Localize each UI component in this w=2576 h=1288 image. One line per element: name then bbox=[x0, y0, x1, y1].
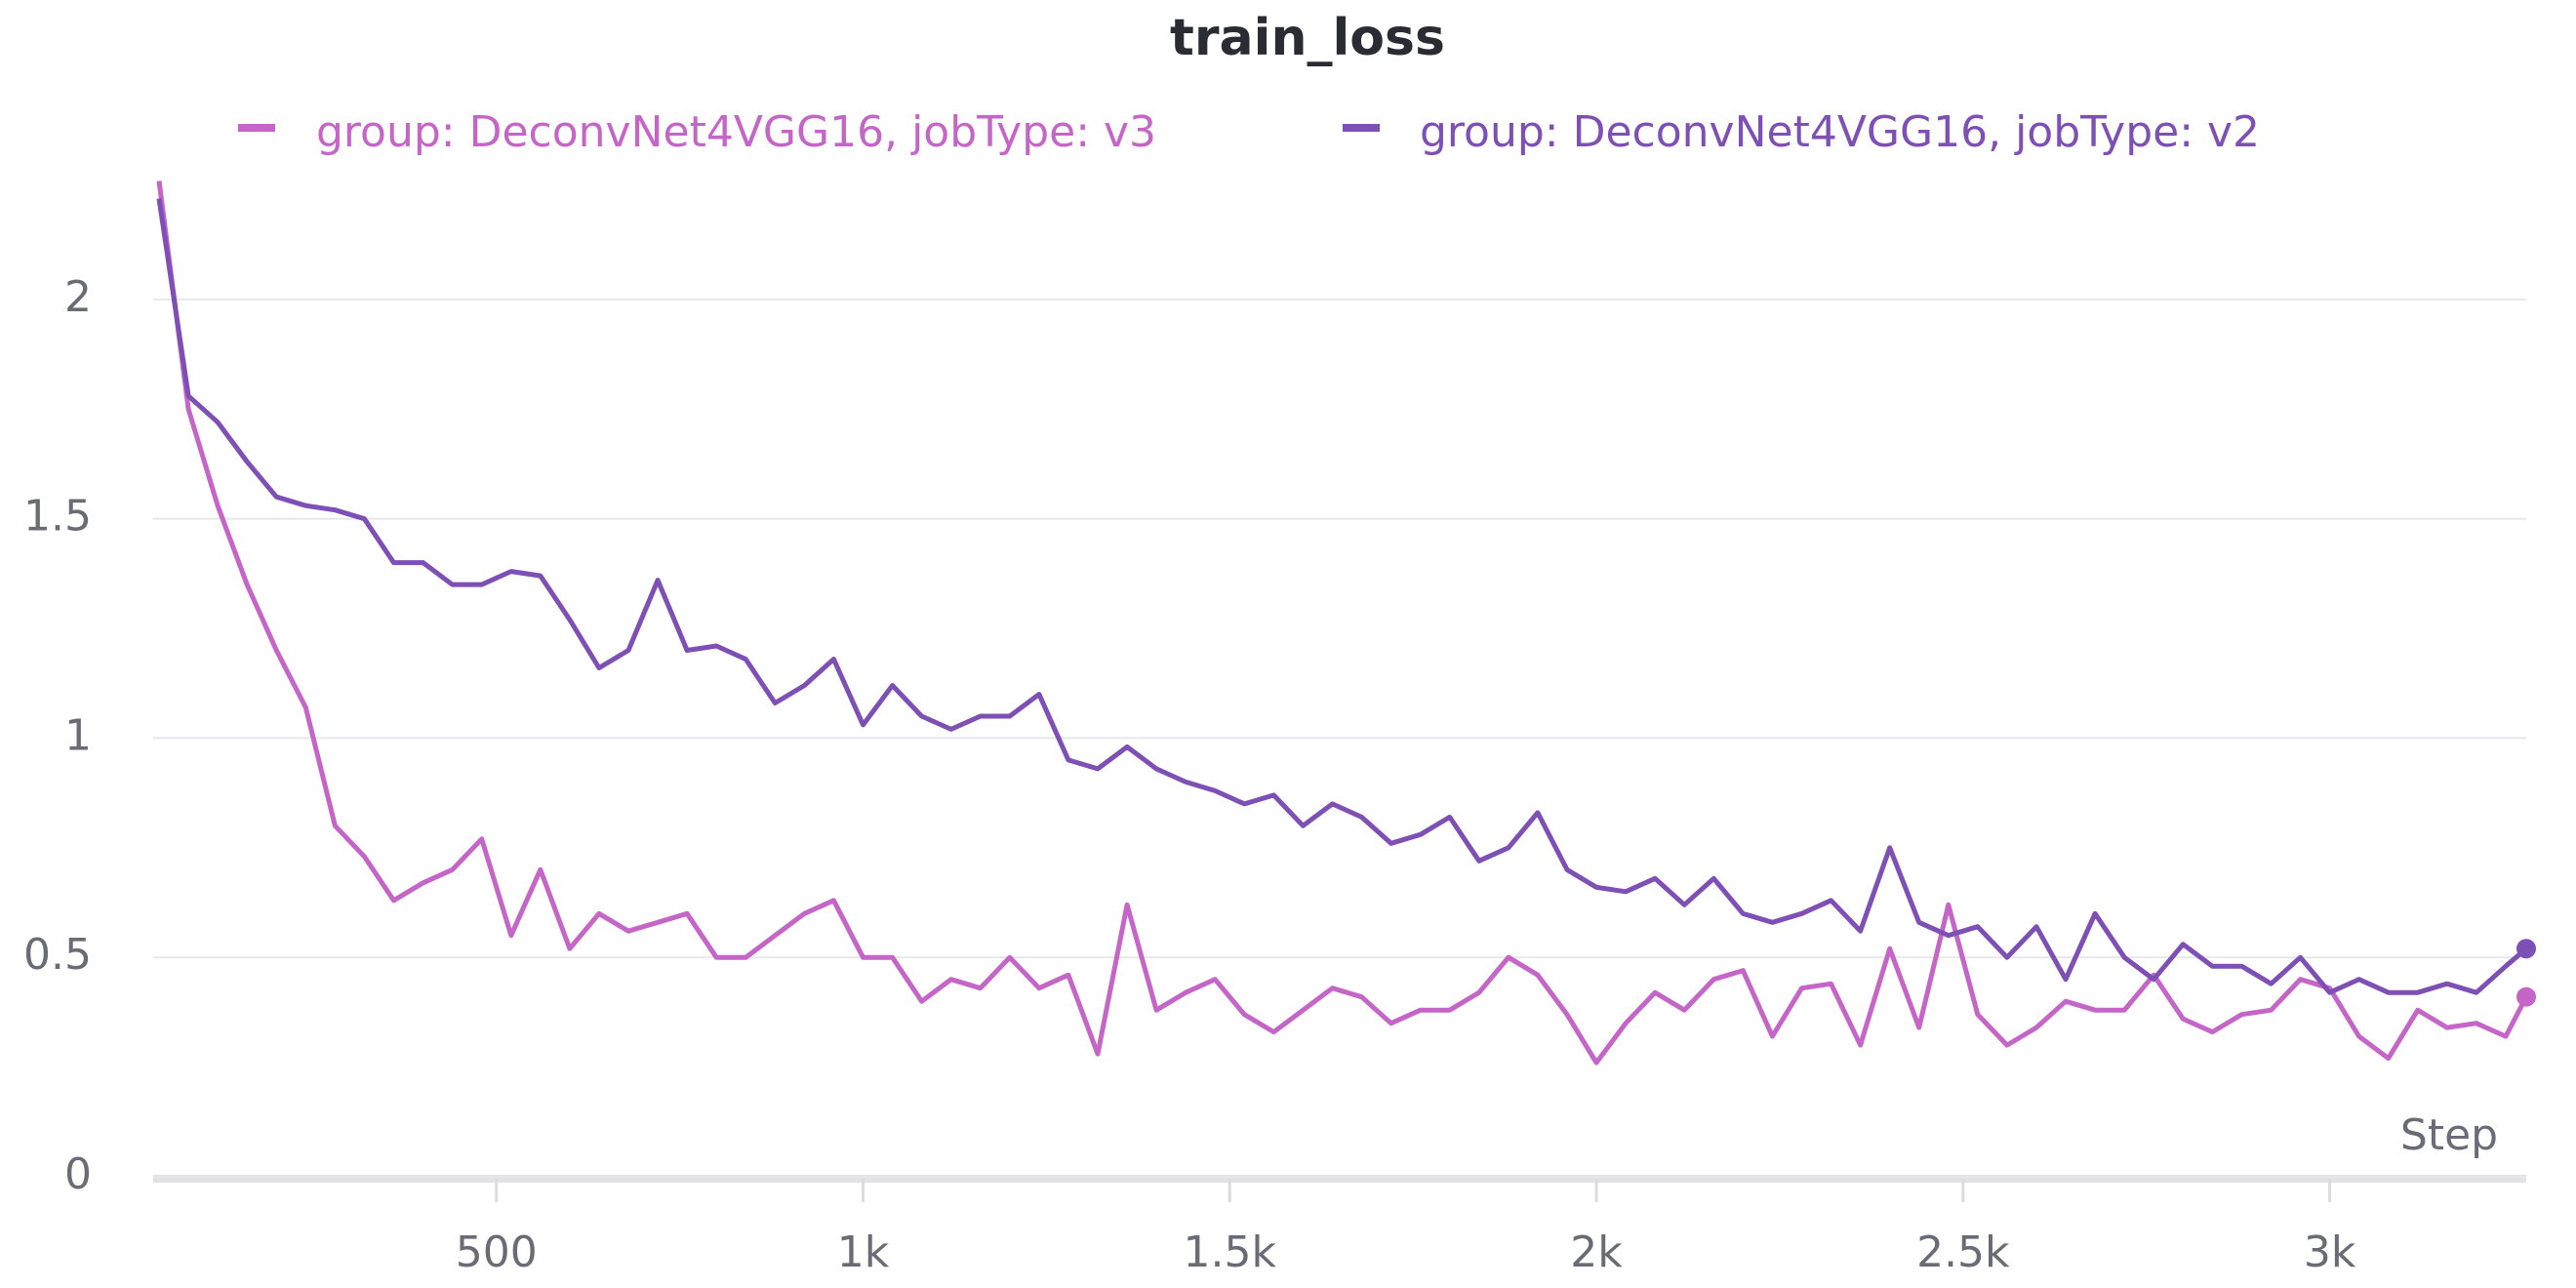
end-point bbox=[2516, 939, 2536, 959]
x-axis-label: Step bbox=[2400, 1110, 2498, 1160]
x-tick-label: 1.5k bbox=[1184, 1228, 1277, 1277]
legend-label: group: DeconvNet4VGG16, jobType: v3 bbox=[316, 107, 1156, 157]
legend-label: group: DeconvNet4VGG16, jobType: v2 bbox=[1420, 107, 2260, 157]
x-tick-label: 500 bbox=[456, 1228, 538, 1277]
end-point bbox=[2516, 986, 2536, 1007]
line-series bbox=[156, 181, 2529, 1066]
y-tick-label: 0 bbox=[64, 1149, 92, 1199]
y-tick-label: 1 bbox=[64, 710, 92, 760]
y-tick-label: 0.5 bbox=[23, 930, 92, 980]
x-tick-label: 3k bbox=[2304, 1228, 2356, 1277]
line-series bbox=[156, 198, 2528, 995]
x-tick-label: 1k bbox=[837, 1228, 890, 1277]
y-tick-label: 2 bbox=[64, 272, 92, 322]
x-tick-label: 2.5k bbox=[1916, 1228, 2010, 1277]
y-tick-label: 1.5 bbox=[23, 492, 92, 542]
x-tick-label: 2k bbox=[1570, 1228, 1623, 1277]
chart-title: train_loss bbox=[1170, 9, 1445, 67]
